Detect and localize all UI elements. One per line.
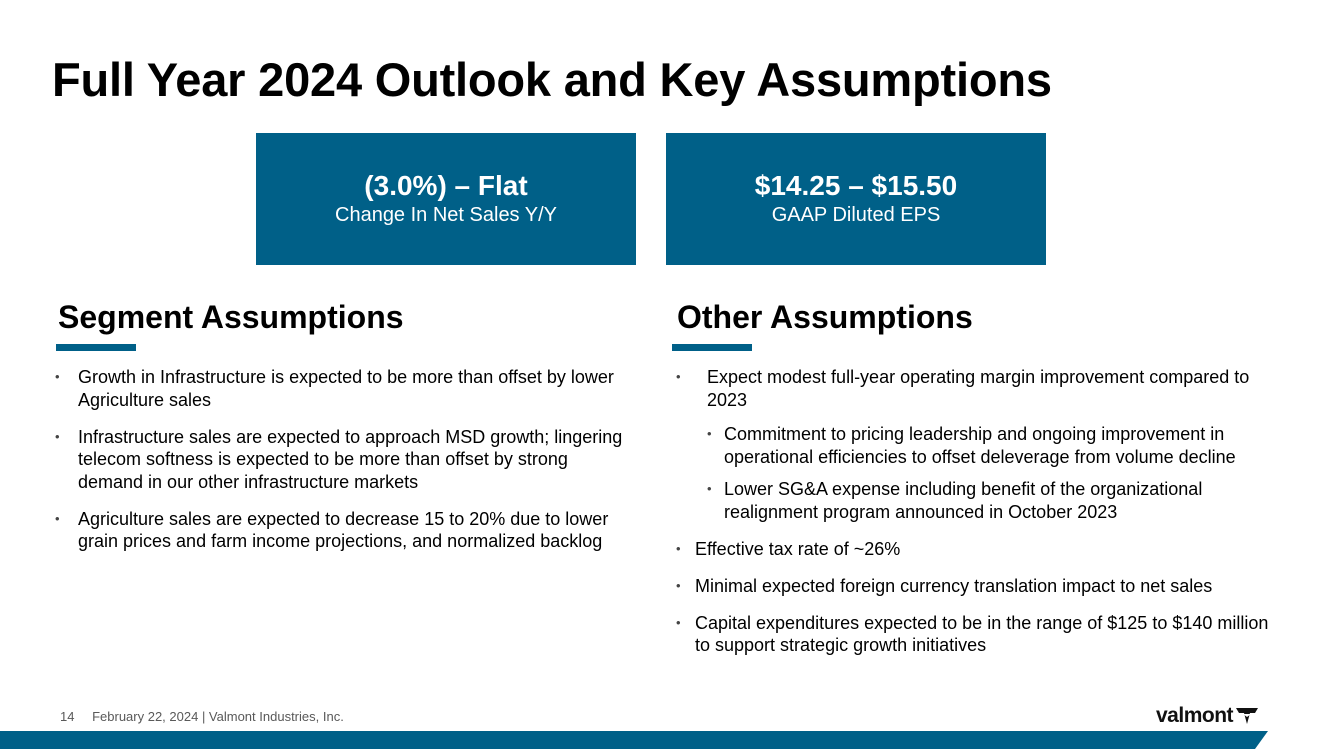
- segment-assumptions-heading: Segment Assumptions: [58, 299, 404, 335]
- kpi-eps-label: GAAP Diluted EPS: [771, 204, 941, 226]
- list-item: Minimal expected foreign currency transl…: [676, 575, 1276, 598]
- other-assumptions-heading: Other Assumptions: [677, 299, 973, 335]
- list-item: Expect modest full-year operating margin…: [676, 366, 1276, 523]
- valmont-v-mark-icon: [1236, 708, 1259, 724]
- sub-list-item: Commitment to pricing leadership and ong…: [707, 423, 1276, 468]
- segment-assumptions-list: Growth in Infrastructure is expected to …: [55, 366, 635, 567]
- other-heading-underline: [672, 344, 752, 351]
- kpi-net-sales-value: (3.0%) – Flat: [364, 170, 528, 201]
- valmont-logo: valmont: [1156, 704, 1259, 728]
- kpi-net-sales-box: (3.0%) – Flat Change In Net Sales Y/Y: [256, 133, 636, 265]
- segment-heading-underline: [56, 344, 136, 351]
- page-number: 14: [60, 709, 75, 724]
- sub-list-item: Lower SG&A expense including benefit of …: [707, 478, 1276, 523]
- sub-list: Commitment to pricing leadership and ong…: [707, 423, 1276, 523]
- list-item: Agriculture sales are expected to decrea…: [55, 508, 635, 553]
- list-item: Capital expenditures expected to be in t…: [676, 612, 1276, 657]
- list-item-text: Expect modest full-year operating margin…: [707, 367, 1250, 410]
- slide-title: Full Year 2024 Outlook and Key Assumptio…: [52, 53, 1052, 106]
- kpi-eps-box: $14.25 – $15.50 GAAP Diluted EPS: [666, 133, 1046, 265]
- kpi-net-sales-label: Change In Net Sales Y/Y: [335, 204, 557, 226]
- list-item: Growth in Infrastructure is expected to …: [55, 366, 635, 411]
- slide-footer: 14 February 22, 2024 | Valmont Industrie…: [60, 709, 344, 724]
- footer-text: February 22, 2024 | Valmont Industries, …: [92, 709, 344, 724]
- kpi-eps-value: $14.25 – $15.50: [754, 170, 958, 201]
- footer-accent-bar: [0, 731, 1268, 749]
- list-item: Effective tax rate of ~26%: [676, 538, 1276, 561]
- logo-wordmark: valmont: [1156, 704, 1234, 727]
- list-item: Infrastructure sales are expected to app…: [55, 426, 635, 494]
- other-assumptions-list: Expect modest full-year operating margin…: [676, 366, 1276, 671]
